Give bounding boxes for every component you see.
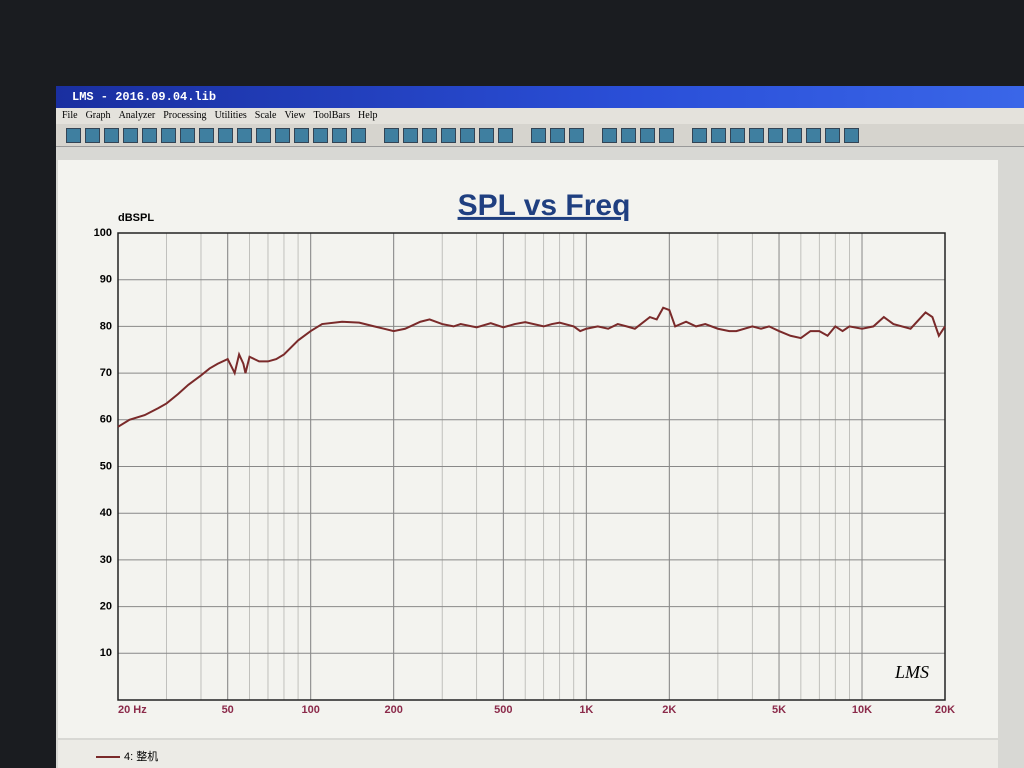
toolbar <box>56 124 1024 147</box>
menu-item[interactable]: ToolBars <box>313 110 351 121</box>
y-tick-label: 50 <box>100 460 112 472</box>
series-line <box>117 306 946 428</box>
menu-item[interactable]: Help <box>358 110 378 121</box>
title-bar: LMS - 2016.09.04.lib <box>56 86 1024 108</box>
y-tick-label: 80 <box>100 320 112 332</box>
y-tick-label: 20 <box>100 601 112 613</box>
watermark: LMS <box>894 662 929 682</box>
menu-bar: File Graph Analyzer Processing Utilities Scal… <box>56 108 1024 124</box>
y-axis-label: dBSPL <box>118 212 154 224</box>
legend-panel <box>58 740 998 768</box>
legend-label: 4: 整机 <box>124 749 158 763</box>
menu-item[interactable]: Processing <box>163 110 207 121</box>
menu-item[interactable]: Analyzer <box>118 110 156 121</box>
y-tick-label: 70 <box>100 367 112 379</box>
y-tick-label: 90 <box>100 274 112 286</box>
x-tick-label: 100 <box>302 704 320 716</box>
x-tick-label: 10K <box>852 704 872 716</box>
y-tick-label: 30 <box>100 554 112 566</box>
chart-title: SPL vs Freq <box>458 189 631 222</box>
y-tick-label: 40 <box>100 507 112 519</box>
menu-item[interactable]: Graph <box>85 110 111 121</box>
menu-item[interactable]: View <box>284 110 306 121</box>
x-tick-label: 500 <box>494 704 512 716</box>
x-tick-label: 5K <box>772 704 786 716</box>
x-tick-label: 20K <box>935 704 955 716</box>
plot-frame <box>117 232 946 701</box>
chart-panel <box>58 160 998 738</box>
y-tick-label: 60 <box>100 414 112 426</box>
menu-item[interactable]: Utilities <box>214 110 247 121</box>
x-tick-label: 20 Hz <box>118 704 147 716</box>
menu-item[interactable]: Scale <box>254 110 277 121</box>
menu-item[interactable]: File <box>62 110 78 121</box>
x-tick-label: 200 <box>384 704 402 716</box>
x-tick-label: 50 <box>222 704 234 716</box>
y-tick-label: 10 <box>100 647 112 659</box>
y-tick-label: 100 <box>94 227 112 239</box>
x-tick-label: 1K <box>579 704 593 716</box>
x-tick-label: 2K <box>662 704 676 716</box>
